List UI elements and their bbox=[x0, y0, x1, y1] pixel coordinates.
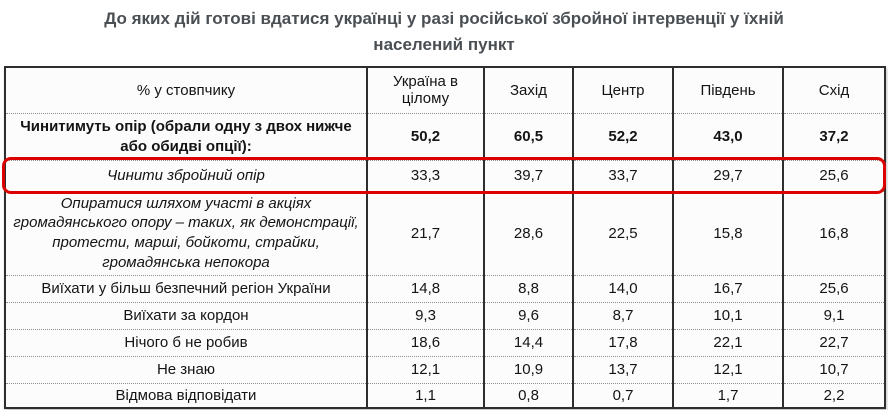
cell-value: 15,8 bbox=[672, 190, 783, 276]
cell-value: 12,1 bbox=[366, 355, 484, 384]
column-header-south: Південь bbox=[672, 67, 783, 113]
table-row-refuse-answer: Відмова відповідати 1,1 0,8 0,7 1,7 2,2 bbox=[5, 382, 885, 409]
cell-value: 52,2 bbox=[572, 112, 673, 160]
table-row-civil-resistance: Опиратися шляхом участі в акціях громадя… bbox=[5, 190, 885, 276]
cell-value: 9,1 bbox=[782, 301, 885, 330]
cell-value: 0,8 bbox=[483, 382, 573, 409]
cell-value: 21,7 bbox=[366, 190, 484, 276]
row-label: Виїхати за кордон bbox=[5, 301, 367, 330]
chart-title: До яких дій готові вдатися українці у ра… bbox=[104, 9, 784, 54]
row-label: Не знаю bbox=[5, 355, 367, 384]
cell-value: 16,8 bbox=[782, 190, 885, 276]
cell-value: 17,8 bbox=[572, 328, 673, 357]
cell-value: 16,7 bbox=[672, 274, 783, 303]
row-label: Чинитимуть опір (обрали одну з двох нижч… bbox=[5, 112, 367, 160]
cell-value: 18,6 bbox=[366, 328, 484, 357]
cell-value: 10,9 bbox=[483, 355, 573, 384]
column-header-east: Схід bbox=[782, 67, 885, 113]
cell-value: 39,7 bbox=[483, 159, 573, 191]
table-row-go-abroad: Виїхати за кордон 9,3 9,6 8,7 10,1 9,1 bbox=[5, 301, 885, 330]
cell-value: 29,7 bbox=[672, 159, 783, 191]
cell-value: 14,8 bbox=[366, 274, 484, 303]
cell-value: 1,7 bbox=[672, 382, 783, 409]
row-label: Нічого б не робив bbox=[5, 328, 367, 357]
header-row: % у стовпчику Україна в цілому Захід Цен… bbox=[5, 67, 885, 113]
column-header-center: Центр bbox=[572, 67, 673, 113]
data-table: % у стовпчику Україна в цілому Захід Цен… bbox=[4, 66, 886, 410]
row-label: Виїхати у більш безпечний регіон України bbox=[5, 274, 367, 303]
cell-value: 12,1 bbox=[672, 355, 783, 384]
cell-value: 22,5 bbox=[572, 190, 673, 276]
cell-value: 33,7 bbox=[572, 159, 673, 191]
cell-value: 8,8 bbox=[483, 274, 573, 303]
cell-value: 0,7 bbox=[572, 382, 673, 409]
table-row-move-safer-region: Виїхати у більш безпечний регіон України… bbox=[5, 274, 885, 303]
cell-value: 43,0 bbox=[672, 112, 783, 160]
cell-value: 14,0 bbox=[572, 274, 673, 303]
cell-value: 22,1 bbox=[672, 328, 783, 357]
cell-value: 22,7 bbox=[782, 328, 885, 357]
cell-value: 9,3 bbox=[366, 301, 484, 330]
column-header-percent: % у стовпчику bbox=[136, 81, 236, 99]
cell-value: 60,5 bbox=[483, 112, 573, 160]
cell-value: 37,2 bbox=[782, 112, 885, 160]
row-label: Опиратися шляхом участі в акціях громадя… bbox=[5, 190, 367, 276]
cell-value: 25,6 bbox=[782, 274, 885, 303]
cell-value: 10,1 bbox=[672, 301, 783, 330]
column-header-ukraine: Україна в цілому bbox=[366, 67, 484, 113]
cell-value: 33,3 bbox=[366, 159, 484, 191]
cell-value: 28,6 bbox=[483, 190, 573, 276]
row-label: Чинити збройний опір bbox=[5, 159, 367, 191]
column-header-west: Захід bbox=[483, 67, 573, 113]
cell-value: 1,1 bbox=[366, 382, 484, 409]
cell-value: 10,7 bbox=[782, 355, 885, 384]
table-row-resist-total: Чинитимуть опір (обрали одну з двох нижч… bbox=[5, 112, 885, 160]
cell-value: 14,4 bbox=[483, 328, 573, 357]
cell-value: 25,6 bbox=[782, 159, 885, 191]
table-row-dont-know: Не знаю 12,1 10,9 13,7 12,1 10,7 bbox=[5, 355, 885, 384]
cell-value: 13,7 bbox=[572, 355, 673, 384]
table-row-do-nothing: Нічого б не робив 18,6 14,4 17,8 22,1 22… bbox=[5, 328, 885, 357]
cell-value: 9,6 bbox=[483, 301, 573, 330]
cell-value: 2,2 bbox=[782, 382, 885, 409]
table-container: % у стовпчику Україна в цілому Захід Цен… bbox=[2, 66, 886, 410]
row-label: Відмова відповідати bbox=[5, 382, 367, 409]
cell-value: 50,2 bbox=[366, 112, 484, 160]
cell-value: 8,7 bbox=[572, 301, 673, 330]
table-row-armed-resistance: Чинити збройний опір 33,3 39,7 33,7 29,7… bbox=[5, 159, 885, 191]
